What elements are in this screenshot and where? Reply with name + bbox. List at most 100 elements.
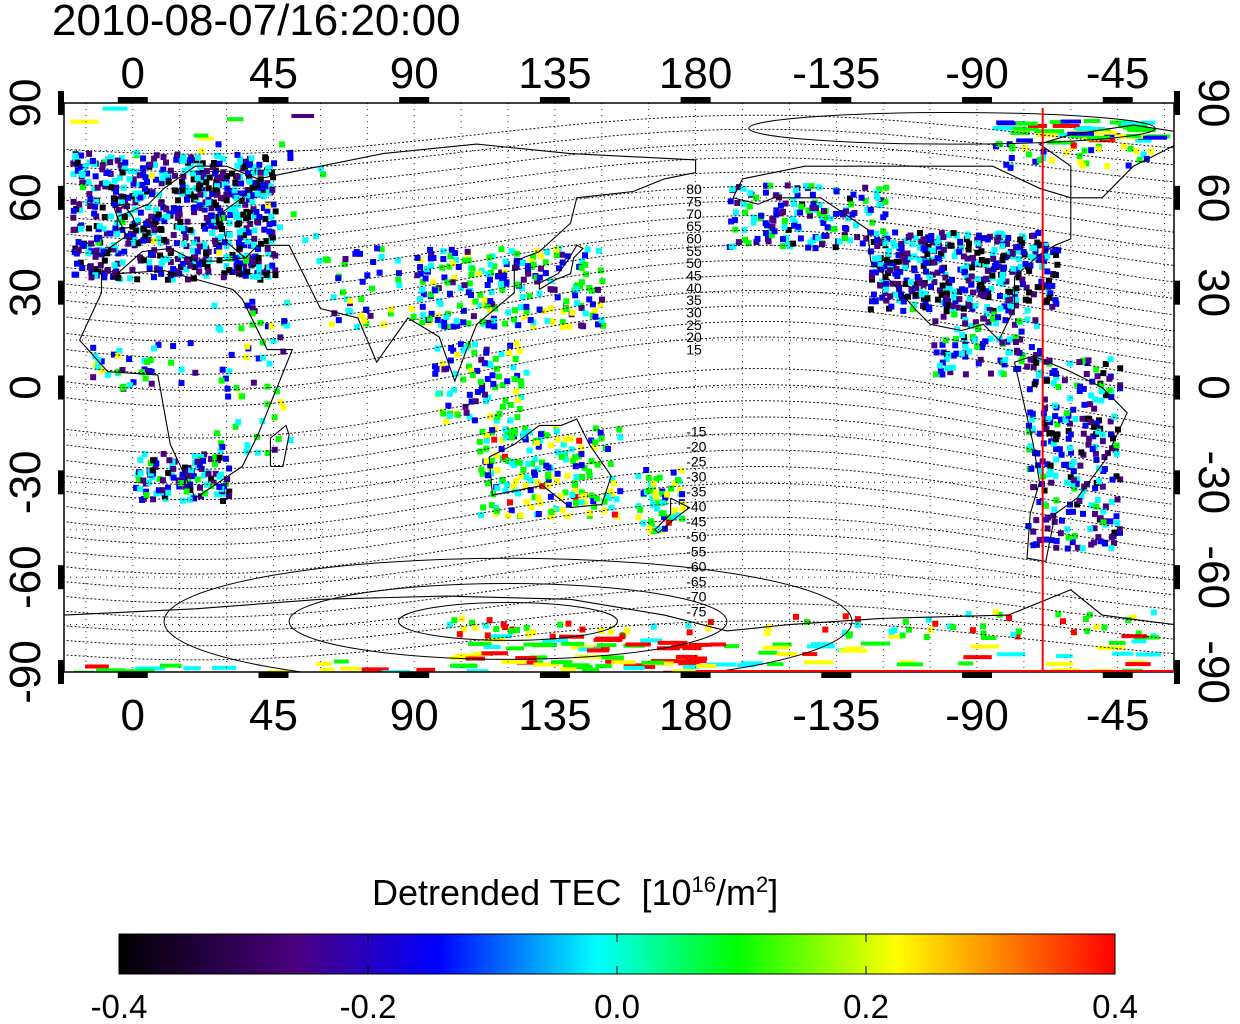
tec-dot — [1093, 503, 1100, 510]
tec-dot — [812, 205, 819, 212]
tec-dot — [525, 631, 532, 638]
tec-dot — [142, 375, 149, 382]
tec-dot — [569, 309, 576, 316]
contour-label: -35 — [686, 484, 706, 500]
tec-dot — [144, 358, 151, 365]
tec-dot — [867, 207, 874, 214]
tec-dot — [291, 113, 315, 118]
tec-dot — [524, 263, 531, 270]
tec-dot — [696, 663, 717, 668]
tec-dot — [968, 273, 975, 280]
tec-dot — [944, 365, 951, 372]
tec-dot — [134, 276, 141, 283]
tec-dot — [119, 219, 126, 226]
tec-dot — [934, 296, 941, 303]
tec-dot — [920, 262, 927, 269]
tec-dot — [85, 243, 92, 250]
tec-dot — [120, 383, 127, 390]
tec-dot — [251, 184, 258, 191]
tec-dot — [1100, 519, 1107, 526]
tec-dot — [995, 314, 1002, 321]
tec-dot — [226, 267, 233, 274]
tec-dot — [577, 283, 584, 290]
tec-dot — [742, 209, 749, 216]
tec-dot — [863, 235, 870, 242]
tec-dot — [1003, 161, 1010, 168]
tec-dot — [874, 194, 881, 201]
lon-tick-label-bottom: 0 — [121, 691, 145, 740]
tec-dot — [262, 183, 269, 190]
tec-dot — [244, 238, 251, 245]
tec-dot — [239, 268, 246, 275]
tec-dot — [1042, 502, 1049, 509]
tec-dot — [469, 619, 476, 626]
tec-dot — [1041, 396, 1048, 403]
tec-dot — [553, 505, 560, 512]
tec-dot — [962, 371, 969, 378]
tec-dot — [152, 162, 159, 169]
contour-label: 30 — [686, 305, 702, 321]
tec-dot — [900, 307, 907, 314]
tec-dot — [590, 498, 597, 505]
tec-dot — [1003, 240, 1010, 247]
tec-dot — [950, 307, 957, 314]
tec-dot — [557, 493, 564, 500]
tec-dot — [678, 467, 685, 474]
tec-dot — [908, 286, 915, 293]
tec-dot — [448, 246, 455, 253]
tec-dot — [482, 398, 489, 405]
tec-dot — [573, 474, 580, 481]
tec-dot — [276, 224, 283, 231]
tec-dot — [145, 203, 152, 210]
tec-dot — [184, 276, 191, 283]
tec-dot — [966, 302, 973, 309]
tec-dot — [1045, 416, 1052, 423]
tec-dot — [124, 203, 131, 210]
tec-dot — [357, 250, 364, 257]
tec-dot — [1096, 417, 1103, 424]
tec-dot — [483, 445, 490, 452]
tec-dot — [1088, 419, 1095, 426]
tec-dot — [537, 265, 544, 272]
tec-dot — [1125, 162, 1132, 169]
tec-dot — [514, 627, 521, 634]
tec-dot — [1058, 517, 1065, 524]
tec-dot — [533, 439, 540, 446]
tec-dot — [187, 227, 194, 234]
tec-dot — [758, 650, 778, 655]
tec-dot — [287, 437, 294, 444]
tec-dot — [122, 159, 129, 166]
tec-dot — [528, 460, 535, 467]
tec-dot — [491, 318, 498, 325]
tec-dot — [1106, 387, 1113, 394]
tec-dot — [1117, 476, 1124, 483]
tec-dot — [572, 499, 579, 506]
tec-dot — [911, 301, 918, 308]
tec-dot — [1104, 133, 1121, 138]
tec-dot — [227, 211, 234, 218]
tec-dot — [1071, 532, 1078, 539]
contour-label: -75 — [686, 604, 706, 620]
tec-dot — [417, 270, 424, 277]
tec-dot — [191, 495, 198, 502]
tec-dot — [103, 230, 110, 237]
tec-dot — [174, 255, 181, 262]
tec-dot — [200, 261, 207, 268]
tec-dot — [126, 275, 133, 282]
tec-dot — [661, 525, 668, 532]
bottom-tick-bar — [962, 672, 993, 678]
tec-dot — [99, 162, 106, 169]
tec-dot — [117, 174, 124, 181]
tec-dot — [650, 527, 657, 534]
tec-dot — [1047, 468, 1054, 475]
tec-dot — [417, 295, 424, 302]
tec-dot — [888, 303, 895, 310]
tec-dot — [983, 262, 990, 269]
tec-dot — [1093, 366, 1100, 373]
tec-dot — [499, 286, 506, 293]
tec-dot — [453, 318, 460, 325]
tec-dot — [231, 187, 238, 194]
tec-dot — [236, 260, 243, 267]
tec-dot — [1107, 431, 1114, 438]
lat-tick-label-left: -60 — [1, 545, 50, 609]
